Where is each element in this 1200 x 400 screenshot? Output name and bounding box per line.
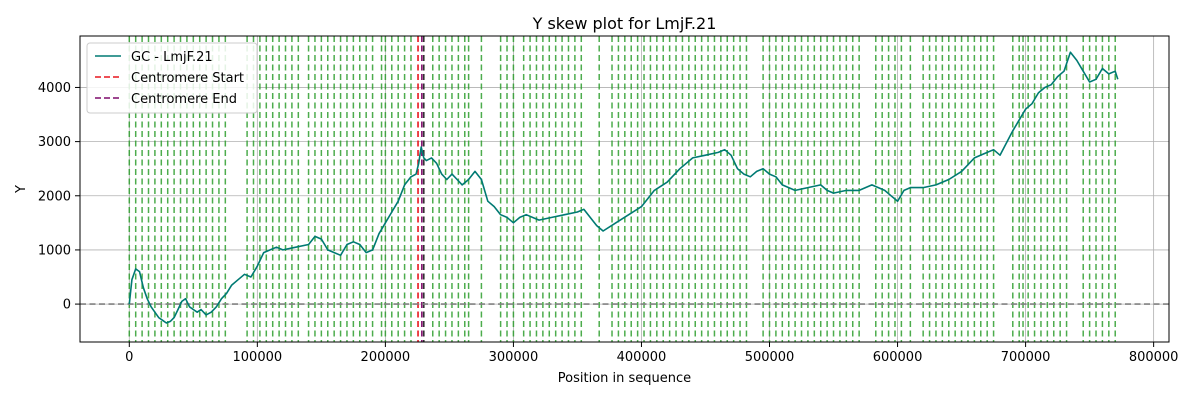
x-tick-label: 300000 xyxy=(489,350,539,365)
plot-frame xyxy=(79,35,1170,343)
x-axis-label: Position in sequence xyxy=(558,371,691,386)
x-tick-label: 600000 xyxy=(873,350,923,365)
x-tick-label: 500000 xyxy=(745,350,795,365)
legend-label-centromere-end: Centromere End xyxy=(131,92,237,107)
legend-box xyxy=(86,42,258,114)
legend-label-gc: GC - LmjF.21 xyxy=(131,50,213,65)
x-tick-label: 0 xyxy=(125,350,133,365)
legend: GC - LmjF.21 Centromere Start Centromere… xyxy=(86,42,258,114)
y-tick-label: 1000 xyxy=(38,243,71,258)
x-tick-label: 800000 xyxy=(1129,350,1179,365)
chart-title: Y skew plot for LmjF.21 xyxy=(532,14,717,33)
x-tick-label: 400000 xyxy=(617,350,667,365)
series-line-gc xyxy=(128,51,1119,324)
legend-label-centromere-start: Centromere Start xyxy=(131,71,244,86)
y-axis: 0 1000 2000 3000 4000 xyxy=(38,81,80,313)
y-tick-label: 4000 xyxy=(38,81,71,96)
x-axis: 0 100000 200000 300000 400000 500000 600000 700… xyxy=(125,342,1178,365)
y-tick-label: 0 xyxy=(63,298,71,313)
x-tick-label: 700000 xyxy=(1001,350,1051,365)
y-axis-label: Y xyxy=(14,185,29,194)
series-group xyxy=(128,51,1119,324)
x-tick-label: 100000 xyxy=(233,350,283,365)
x-tick-label: 200000 xyxy=(361,350,411,365)
y-tick-label: 3000 xyxy=(38,135,71,150)
y-tick-label: 2000 xyxy=(38,189,71,204)
reference-lines xyxy=(80,36,1169,342)
